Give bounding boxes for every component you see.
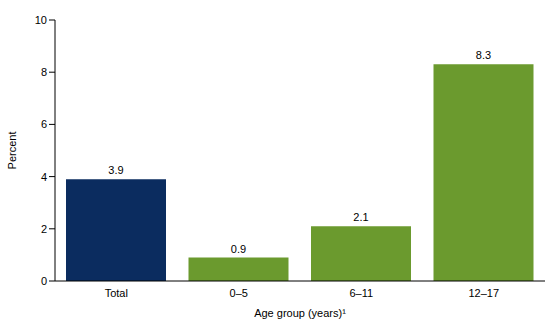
svg-text:3.9: 3.9 — [108, 164, 123, 176]
svg-text:8.3: 8.3 — [476, 49, 491, 61]
svg-text:0–5: 0–5 — [230, 287, 248, 299]
svg-text:0.9: 0.9 — [231, 243, 246, 255]
svg-text:8: 8 — [41, 66, 47, 78]
svg-text:12–17: 12–17 — [468, 287, 499, 299]
svg-text:Percent: Percent — [8, 132, 18, 170]
svg-text:0: 0 — [41, 275, 47, 287]
svg-text:Total: Total — [105, 287, 128, 299]
svg-text:Age group (years)¹: Age group (years)¹ — [254, 307, 346, 319]
svg-text:6: 6 — [41, 118, 47, 130]
svg-text:10: 10 — [35, 14, 47, 26]
svg-text:4: 4 — [41, 171, 47, 183]
svg-text:2: 2 — [41, 223, 47, 235]
svg-text:6–11: 6–11 — [349, 287, 373, 299]
svg-text:2.1: 2.1 — [353, 211, 368, 223]
